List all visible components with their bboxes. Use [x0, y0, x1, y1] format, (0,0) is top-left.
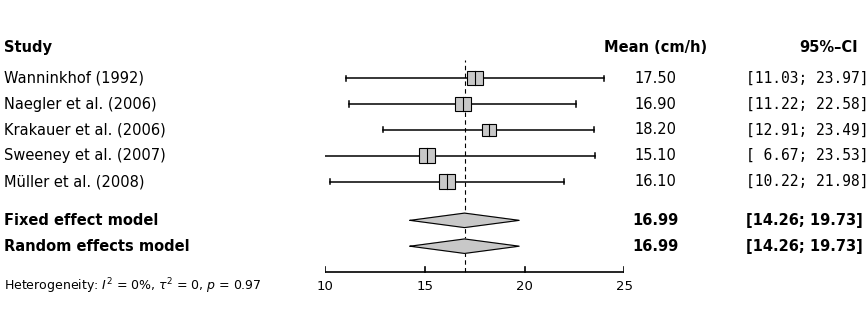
- Text: 95%–CI: 95%–CI: [799, 40, 858, 55]
- Polygon shape: [410, 239, 519, 254]
- Text: Mean (cm/h): Mean (cm/h): [604, 40, 707, 55]
- Bar: [439, 174, 455, 189]
- Text: Naegler et al. (2006): Naegler et al. (2006): [4, 97, 157, 112]
- Text: Krakauer et al. (2006): Krakauer et al. (2006): [4, 122, 166, 137]
- Text: Müller et al. (2008): Müller et al. (2008): [4, 174, 145, 189]
- Text: [14.26; 19.73]: [14.26; 19.73]: [746, 213, 863, 228]
- Text: Fixed effect model: Fixed effect model: [4, 213, 159, 228]
- Text: [11.03; 23.97]: [11.03; 23.97]: [746, 71, 867, 86]
- Text: 10: 10: [316, 280, 334, 293]
- Text: Wanninkhof (1992): Wanninkhof (1992): [4, 71, 144, 86]
- Text: Study: Study: [4, 40, 52, 55]
- Polygon shape: [410, 213, 519, 228]
- Text: 16.99: 16.99: [632, 239, 679, 254]
- Text: 18.20: 18.20: [635, 122, 676, 137]
- Text: [12.91; 23.49]: [12.91; 23.49]: [746, 122, 867, 137]
- Text: 15: 15: [416, 280, 434, 293]
- Text: [11.22; 22.58]: [11.22; 22.58]: [746, 97, 867, 112]
- Text: 16.99: 16.99: [632, 213, 679, 228]
- Text: Heterogeneity: $I^2$ = 0%, $\tau^2$ = 0, $p$ = 0.97: Heterogeneity: $I^2$ = 0%, $\tau^2$ = 0,…: [4, 276, 262, 296]
- Bar: [466, 71, 483, 85]
- Text: 15.10: 15.10: [635, 148, 676, 163]
- Text: [14.26; 19.73]: [14.26; 19.73]: [746, 239, 863, 254]
- Text: 25: 25: [616, 280, 633, 293]
- Text: 16.10: 16.10: [635, 174, 676, 189]
- Bar: [482, 124, 496, 136]
- Text: Sweeney et al. (2007): Sweeney et al. (2007): [4, 148, 166, 163]
- Text: [10.22; 21.98]: [10.22; 21.98]: [746, 174, 867, 189]
- Text: Random effects model: Random effects model: [4, 239, 190, 254]
- Bar: [419, 149, 434, 163]
- Bar: [454, 97, 471, 111]
- Text: 16.90: 16.90: [635, 97, 676, 112]
- Text: 20: 20: [516, 280, 533, 293]
- Text: [ 6.67; 23.53]: [ 6.67; 23.53]: [746, 148, 867, 163]
- Text: 17.50: 17.50: [635, 71, 676, 86]
